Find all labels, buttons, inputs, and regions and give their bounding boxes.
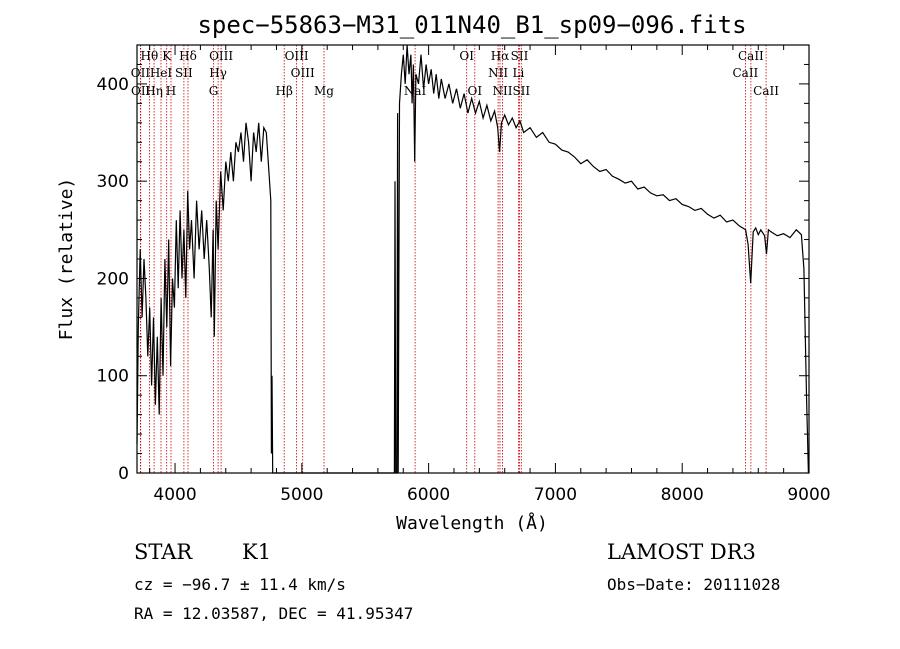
object-subclass: K1 [242,540,272,564]
line-label: Hη [145,84,163,98]
line-label: OII [131,66,151,80]
x-tick-label: 5000 [280,485,323,505]
line-label: Hα [491,49,510,63]
obs-date: Obs−Date: 20111028 [607,575,781,594]
line-label: H [166,84,176,98]
line-label: Hδ [179,49,197,63]
line-label: OIII [209,49,233,63]
line-label: HeI [150,66,173,80]
object-class: STAR [134,540,193,564]
chart-title: spec−55863−M31_011N40_B1_sp09−096.fits [197,11,746,39]
y-tick-label: 100 [97,367,129,387]
y-tick-label: 300 [97,172,129,192]
x-tick-label: 7000 [534,485,577,505]
line-label: SII [511,49,529,63]
line-label: CaII [732,66,758,80]
survey-name: LAMOST DR3 [607,540,756,564]
line-label: SII [175,66,193,80]
line-label: OIII [285,49,309,63]
x-tick-label: 6000 [407,485,450,505]
line-label: G [209,84,219,98]
line-label: Hβ [275,84,292,98]
line-label: Hγ [209,66,227,80]
line-label: CaII [738,49,764,63]
ra-dec: RA = 12.03587, DEC = 41.95347 [134,604,414,623]
x-tick-label: 8000 [661,485,704,505]
spectrum-line [136,44,809,474]
line-label: OIII [291,66,315,80]
line-label: Mg [314,84,334,98]
y-tick-label: 0 [118,464,129,484]
line-label: Hθ [141,49,159,63]
y-tick-label: 200 [97,269,129,289]
x-axis-label: Wavelength (Å) [396,512,548,534]
y-tick-label: 400 [97,75,129,95]
line-label: NII [493,84,513,98]
plot-frame [136,44,810,474]
x-tick-label: 9000 [787,485,830,505]
line-label: OI [459,49,474,63]
line-label: CaII [753,84,779,98]
line-label: SII [512,84,530,98]
line-label: OI [468,84,483,98]
axis-ticks: 4000 5000 6000 7000 8000 9000 0 100 200 300 400 [97,44,831,505]
line-markers [139,45,767,473]
y-axis-label: Flux (relative) [56,178,77,341]
x-tick-label: 4000 [153,485,196,505]
redshift-cz: cz = −96.7 ± 11.4 km/s [134,575,346,594]
line-label: OII [131,84,151,98]
line-label: NII [488,66,508,80]
line-label: Li [512,66,524,80]
line-label: K [162,49,172,63]
